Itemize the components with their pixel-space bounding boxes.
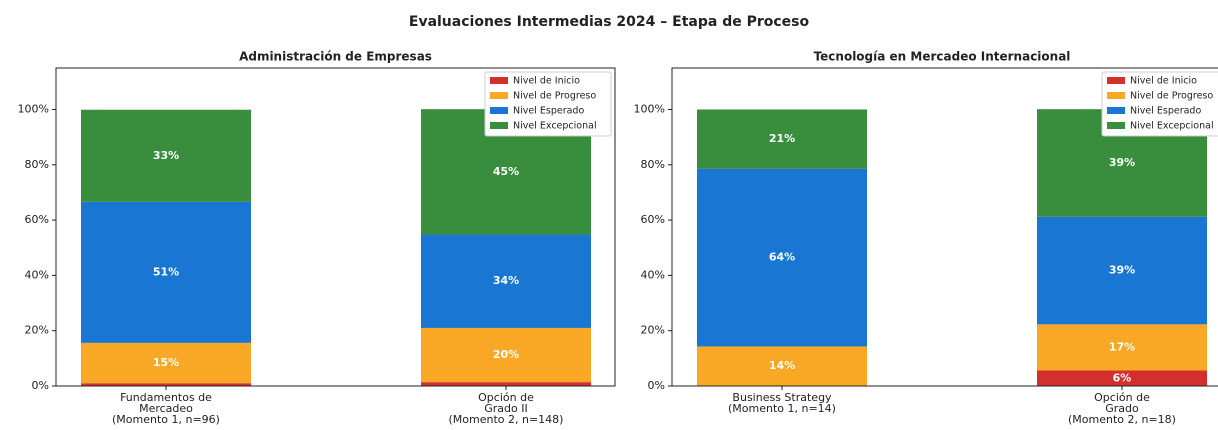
y-tick-label: 60% (641, 213, 665, 226)
figure-title: Evaluaciones Intermedias 2024 – Etapa de… (409, 14, 810, 30)
legend-label: Nivel Excepcional (513, 121, 597, 132)
value-label: 64% (769, 251, 795, 264)
value-label: 39% (1109, 156, 1135, 169)
y-tick-label: 60% (25, 213, 49, 226)
bar-segment (81, 201, 251, 343)
legend-label: Nivel de Progreso (513, 91, 596, 102)
bar-segment (697, 109, 867, 169)
bar-segment (81, 109, 251, 202)
bar-segment (697, 168, 867, 347)
x-tick-label: Opción de Grado II (Momento 2, n=148) (449, 391, 564, 426)
bar-segment (81, 342, 251, 384)
y-tick-label: 0% (32, 379, 49, 392)
y-tick-label: 40% (25, 268, 49, 281)
y-tick-label: 100% (18, 102, 49, 115)
chart-title: Administración de Empresas (239, 50, 432, 64)
legend-swatch (1107, 107, 1125, 114)
y-tick-label: 80% (25, 158, 49, 171)
bar-segment (1037, 324, 1207, 371)
value-label: 33% (153, 149, 179, 162)
chart-title: Tecnología en Mercadeo Internacional (814, 50, 1071, 64)
legend-swatch (490, 122, 508, 129)
value-label: 45% (493, 165, 519, 178)
y-tick-label: 80% (641, 158, 665, 171)
bar-segment (1037, 370, 1207, 386)
legend-swatch (1107, 92, 1125, 99)
plot-frame (55, 67, 616, 387)
bar-segment (1037, 216, 1207, 325)
value-label: 6% (1113, 371, 1132, 384)
legend-box (484, 71, 612, 137)
value-label: 20% (493, 348, 519, 361)
bar-segment (81, 383, 251, 386)
legend-swatch (490, 77, 508, 84)
legend-swatch (1107, 77, 1125, 84)
value-label: 51% (153, 265, 179, 278)
legend-swatch (490, 92, 508, 99)
y-tick-label: 20% (641, 324, 665, 337)
bar-segment (421, 382, 591, 386)
y-tick-label: 40% (641, 268, 665, 281)
value-label: 15% (153, 356, 179, 369)
x-tick-label: Fundamentos de Mercadeo (Momento 1, n=96) (112, 391, 220, 426)
legend-label: Nivel de Progreso (1130, 91, 1213, 102)
y-tick-label: 0% (648, 379, 665, 392)
value-label: 17% (1109, 340, 1135, 353)
bar-segment (697, 346, 867, 386)
legend-label: Nivel de Inicio (1130, 76, 1197, 87)
value-label: 14% (769, 359, 795, 372)
y-tick-label: 100% (634, 102, 665, 115)
legend-label: Nivel Esperado (1130, 106, 1201, 117)
legend-label: Nivel Excepcional (1130, 121, 1214, 132)
legend-swatch (490, 107, 508, 114)
legend-label: Nivel Esperado (513, 106, 584, 117)
bar-segment (421, 327, 591, 383)
legend-swatch (1107, 122, 1125, 129)
bar-segment (421, 234, 591, 328)
legend-box (1101, 71, 1218, 137)
value-label: 34% (493, 274, 519, 287)
plot-frame (671, 67, 1218, 387)
legend-label: Nivel de Inicio (513, 76, 580, 87)
y-tick-label: 20% (25, 324, 49, 337)
value-label: 39% (1109, 264, 1135, 277)
x-tick-label: Business Strategy (Momento 1, n=14) (728, 391, 836, 415)
x-tick-label: Opción de Grado (Momento 2, n=18) (1068, 391, 1176, 426)
value-label: 21% (769, 132, 795, 145)
